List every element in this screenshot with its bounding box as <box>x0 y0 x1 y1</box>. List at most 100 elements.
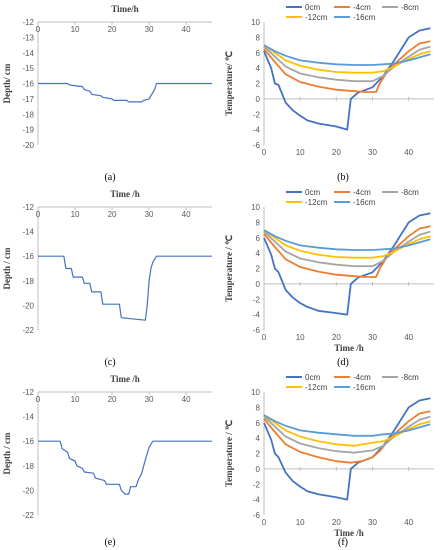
y-tick-label: -16 <box>22 437 34 446</box>
chart-panel-e: -12 -14 -16 -18 -20 -22 0 10 20 30 40 Time /h Depth … <box>0 370 215 536</box>
series-line-0cm <box>263 27 431 131</box>
x-tick-label: 40 <box>404 518 413 527</box>
y-tick-label: -18 <box>22 462 34 471</box>
x-tick-label: 30 <box>368 518 377 527</box>
x-tick-label: 30 <box>368 148 377 157</box>
x-tick-label: 20 <box>332 518 341 527</box>
legend-label: -12cm <box>305 198 328 207</box>
x-tick-label: 10 <box>71 210 80 219</box>
x-axis-label: Time /h <box>334 528 364 538</box>
chart-panel-c: -12 -14 -16 -18 -20 -22 0 10 20 30 40 Time /h Depth … <box>0 185 215 351</box>
chart-svg-a: -12 -13 -14 -15 -16 -17 -18 -19 -20 0 10 20 30 40 Time… <box>2 4 212 150</box>
chart-panel-f: 10 8 6 4 2 0 -2 -4 -6 0 10 20 30 40 Time /h Temperature… <box>222 370 437 538</box>
series-line-0cm <box>263 397 431 501</box>
legend-label: -4cm <box>353 3 371 12</box>
legend-label: -8cm <box>401 373 419 382</box>
series-line-8cm <box>263 45 431 83</box>
legend-label: -16cm <box>353 383 376 392</box>
y-tick-label: 4 <box>256 64 261 73</box>
x-tick-label: 40 <box>182 25 191 34</box>
y-tick-label: -19 <box>22 126 34 135</box>
y-tick-label: -12 <box>22 388 34 397</box>
caption-c: (c) <box>104 357 116 368</box>
x-tick-label: 40 <box>182 395 191 404</box>
y-tick-label: 2 <box>256 450 261 459</box>
series-line-4cm <box>263 410 431 464</box>
series-line-depth <box>38 255 212 321</box>
y-tick-label: -16 <box>22 80 34 89</box>
y-tick-label: -18 <box>22 277 34 286</box>
y-tick-label: -6 <box>253 141 261 150</box>
series-line-8cm <box>263 415 431 454</box>
x-tick-label: 0 <box>36 210 41 219</box>
y-tick-label: 0 <box>256 465 261 474</box>
y-tick-label: 2 <box>256 80 261 89</box>
y-tick-label: -18 <box>22 110 34 119</box>
y-tick-label: -12 <box>22 203 34 212</box>
y-axis-label: Temperature / ℃ <box>224 235 234 302</box>
x-tick-label: 20 <box>108 210 117 219</box>
x-tick-label: 10 <box>296 148 305 157</box>
y-tick-label: -4 <box>253 311 261 320</box>
caption-f: (f) <box>338 537 348 548</box>
x-tick-label: 40 <box>182 210 191 219</box>
series-line-8cm <box>263 230 431 268</box>
legend-label: -4cm <box>353 188 371 197</box>
y-tick-label: -17 <box>22 95 34 104</box>
y-tick-label: 6 <box>256 419 261 428</box>
y-axis-label: Depth / cm <box>2 247 12 289</box>
x-tick-label: 10 <box>71 395 80 404</box>
y-tick-label: -22 <box>22 326 34 335</box>
caption-a: (a) <box>104 172 116 183</box>
legend-label: -8cm <box>401 188 419 197</box>
y-tick-label: 8 <box>256 403 261 412</box>
x-tick-label: 0 <box>262 333 267 342</box>
y-tick-label: 6 <box>256 49 261 58</box>
legend-label: -8cm <box>401 3 419 12</box>
chart-panel-b: 10 8 6 4 2 0 -2 -4 -6 0 10 20 30 40 Temperature/ ℃ 0cm -… <box>222 0 437 166</box>
series-line-12cm <box>263 44 431 74</box>
y-tick-label: 8 <box>256 218 261 227</box>
y-tick-label: -16 <box>22 252 34 261</box>
chart-svg-e: -12 -14 -16 -18 -20 -22 0 10 20 30 40 Time /h Depth … <box>2 374 212 520</box>
chart-svg-c: -12 -14 -16 -18 -20 -22 0 10 20 30 40 Time /h Depth … <box>2 189 212 335</box>
y-tick-label: -2 <box>253 110 261 119</box>
y-tick-label: 0 <box>256 280 261 289</box>
x-axis-label: Time /h <box>334 343 364 353</box>
x-tick-label: 20 <box>108 25 117 34</box>
x-tick-label: 20 <box>108 395 117 404</box>
caption-d: (d) <box>337 357 349 368</box>
y-tick-label: 4 <box>256 434 261 443</box>
series-line-0cm <box>263 212 431 316</box>
y-axis-label: Temperature/ ℃ <box>224 51 234 116</box>
legend-label: -16cm <box>353 13 376 22</box>
x-tick-label: 0 <box>262 148 267 157</box>
y-axis-label: Depth/ cm <box>2 63 12 103</box>
legend-label: 0cm <box>305 373 320 382</box>
y-tick-label: -6 <box>253 511 261 520</box>
x-axis-label: Time /h <box>110 189 140 199</box>
y-tick-label: -20 <box>22 141 34 150</box>
y-tick-label: -12 <box>22 18 34 27</box>
y-tick-label: 6 <box>256 234 261 243</box>
y-tick-label: 4 <box>256 249 261 258</box>
chart-panel-d: 10 8 6 4 2 0 -2 -4 -6 0 10 20 30 40 Time /h Temperature… <box>222 185 437 353</box>
legend-label: -16cm <box>353 198 376 207</box>
y-tick-label: -15 <box>22 64 34 73</box>
series-line-12cm <box>263 229 431 259</box>
x-tick-label: 10 <box>296 518 305 527</box>
y-tick-label: -13 <box>22 33 34 42</box>
caption-b: (b) <box>337 172 349 183</box>
x-tick-label: 20 <box>332 333 341 342</box>
y-tick-label: -20 <box>22 301 34 310</box>
legend-label: -4cm <box>353 373 371 382</box>
y-tick-label: 10 <box>251 18 260 27</box>
y-tick-label: 8 <box>256 33 261 42</box>
legend-label: -12cm <box>305 383 328 392</box>
y-tick-label: -14 <box>22 413 34 422</box>
legend-label: 0cm <box>305 188 320 197</box>
y-tick-label: -2 <box>253 480 261 489</box>
x-axis-label: Time/h <box>111 4 138 14</box>
